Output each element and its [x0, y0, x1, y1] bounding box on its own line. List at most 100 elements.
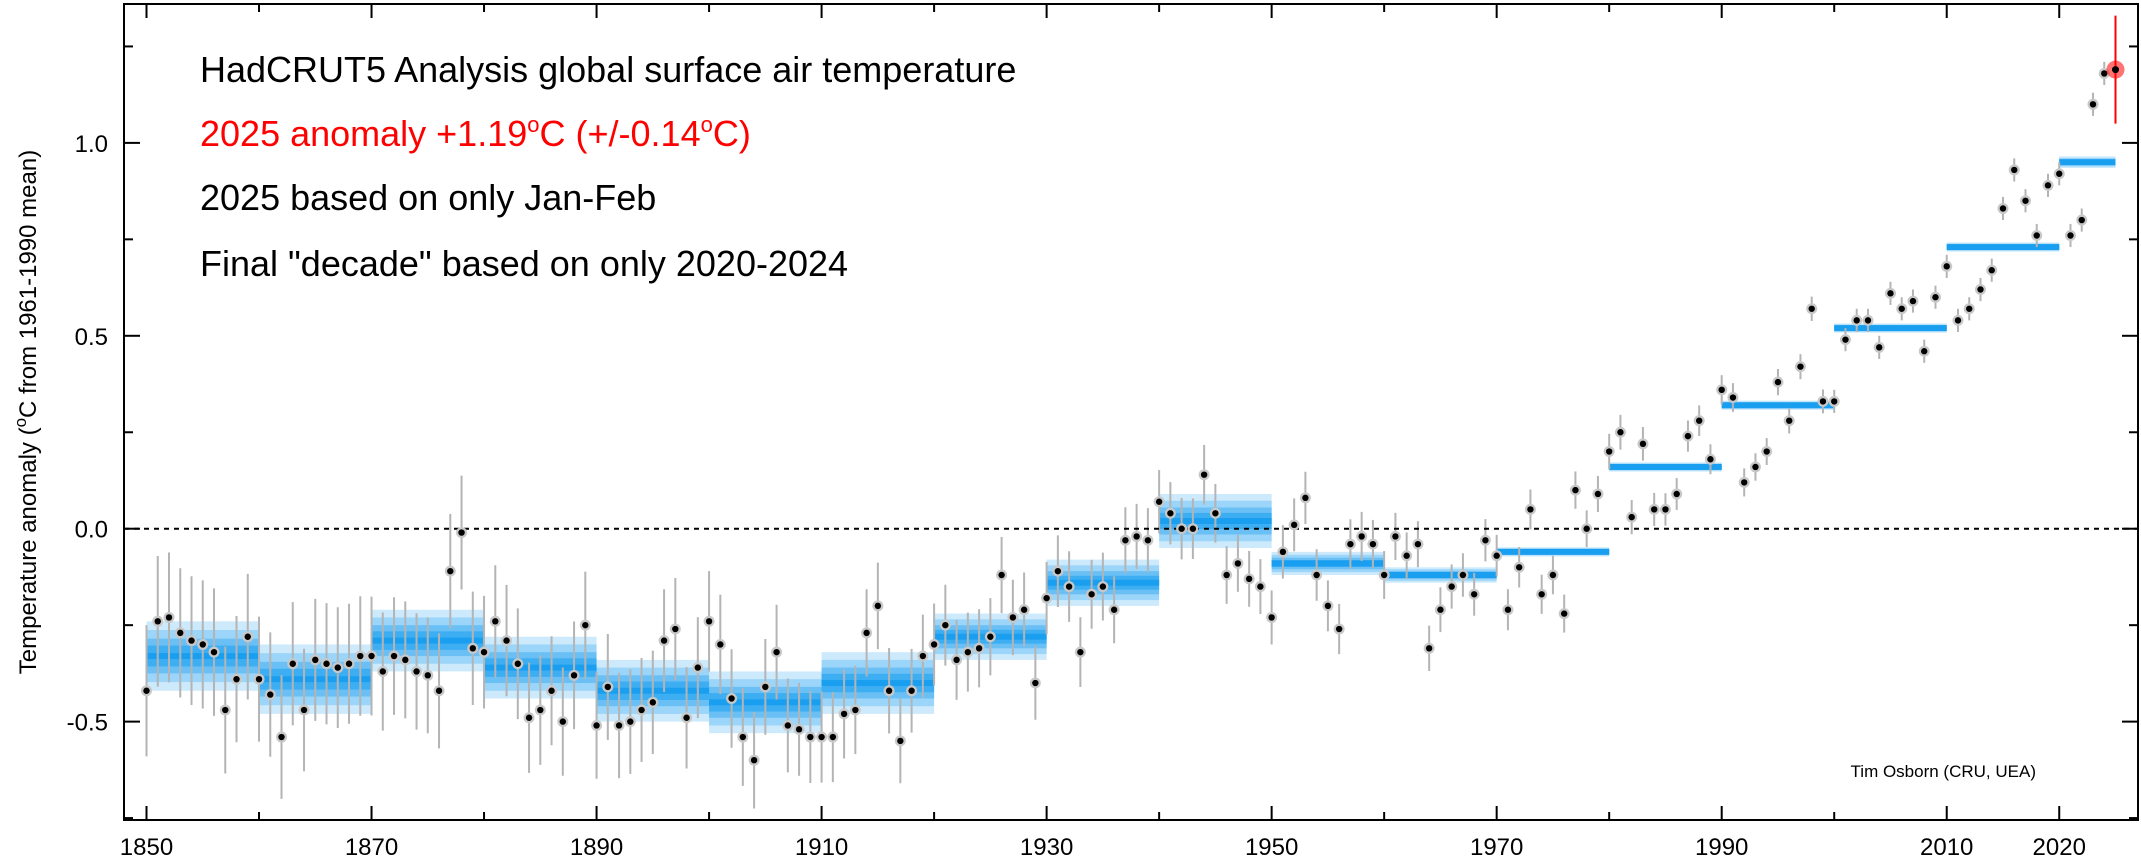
data-point-1917	[897, 737, 904, 745]
data-point-1995	[1774, 378, 1782, 386]
data-point-1885	[537, 706, 544, 714]
x-tick-label-2010: 2010	[1920, 834, 1973, 861]
x-tick-label-1890: 1890	[570, 834, 623, 861]
data-point-2006	[1898, 305, 1905, 312]
decadal-band-2000	[1834, 323, 1947, 333]
data-point-1924	[975, 645, 983, 652]
data-point-1920	[930, 641, 938, 648]
data-point-1994	[1763, 448, 1770, 455]
data-point-1933	[1077, 648, 1084, 656]
data-point-1891	[604, 683, 612, 691]
data-point-1992	[1741, 479, 1748, 486]
data-point-1930	[1043, 594, 1050, 602]
data-point-1948	[1245, 575, 1253, 583]
data-point-1916	[885, 687, 893, 694]
data-point-1947	[1234, 560, 1242, 567]
decadal-band-1950	[1271, 551, 1385, 576]
decadal-mean-line	[1834, 325, 1947, 332]
x-tick-label-2020: 2020	[2033, 834, 2086, 861]
data-point-1979	[1594, 490, 1602, 498]
data-point-2005	[1887, 290, 1894, 297]
data-point-1858	[233, 675, 240, 683]
x-tick-label-1970: 1970	[1470, 834, 1523, 861]
data-point-1993	[1752, 463, 1759, 471]
x-tick-label-1910: 1910	[795, 834, 848, 861]
axis-ticks: 1850 1870 1890 1910 1930 1950 1970 1990 2010 2020…	[67, 4, 2138, 861]
data-point-1974	[1538, 591, 1545, 598]
data-point-1932	[1065, 583, 1073, 590]
credit-text: Tim Osborn (CRU, UEA)	[1851, 762, 2036, 781]
data-point-2013	[1977, 286, 1984, 293]
data-point-1857	[222, 706, 229, 714]
data-point-1905	[762, 683, 769, 691]
data-point-1959	[1369, 540, 1377, 548]
data-point-2009	[1932, 294, 1939, 301]
data-point-2007	[1909, 297, 1917, 305]
y-tick-label-0.5: 0.5	[75, 324, 108, 351]
data-point-1989	[1707, 456, 1714, 463]
data-point-1876	[435, 687, 443, 694]
data-point-2003	[1864, 317, 1872, 324]
data-point-1925	[987, 633, 994, 640]
decadal-band-2020	[2059, 156, 2116, 168]
data-point-1903	[739, 733, 747, 741]
data-point-1997	[1797, 363, 1804, 370]
decadal-mean-line	[821, 680, 935, 687]
data-point-1977	[1572, 486, 1579, 494]
data-point-1850	[143, 687, 150, 694]
data-point-1942	[1178, 525, 1185, 532]
data-point-1870	[368, 652, 375, 660]
data-point-1882	[503, 637, 510, 644]
data-point-1877	[447, 567, 454, 575]
data-point-1919	[919, 652, 927, 660]
data-point-1851	[154, 618, 161, 625]
data-point-1950	[1268, 614, 1275, 621]
decadal-mean-line	[1721, 402, 1835, 409]
data-point-1963	[1414, 540, 1422, 548]
data-point-1896	[660, 637, 668, 644]
data-point-1853	[177, 629, 184, 637]
data-point-1855	[199, 641, 206, 648]
data-point-1968	[1470, 591, 1478, 598]
data-point-1937	[1122, 537, 1129, 544]
data-point-1981	[1617, 429, 1624, 436]
data-point-1931	[1054, 567, 1062, 575]
data-point-1895	[649, 699, 657, 706]
data-point-1978	[1583, 525, 1590, 532]
basis-note: 2025 based on only Jan-Feb	[200, 177, 656, 218]
data-point-1954	[1313, 571, 1320, 579]
decadal-band-1960	[1384, 567, 1497, 583]
data-point-2014	[1988, 267, 1995, 274]
y-axis-label-pre: Temperature anomaly (	[15, 427, 42, 674]
data-point-1852	[165, 614, 173, 621]
data-point-1929	[1032, 679, 1039, 687]
anomaly-annotation: 2025 anomaly +1.19oC (+/-0.14oC)	[200, 112, 751, 154]
data-point-1973	[1527, 506, 1534, 513]
data-point-1970	[1493, 552, 1500, 559]
x-tick-label-1990: 1990	[1695, 834, 1748, 861]
data-point-2017	[2022, 197, 2029, 204]
data-point-1980	[1605, 448, 1613, 455]
data-point-1869	[357, 652, 364, 660]
data-point-1886	[548, 687, 555, 694]
data-point-1946	[1223, 571, 1230, 579]
data-point-1941	[1167, 510, 1174, 517]
data-point-2010	[1943, 263, 1950, 270]
data-point-1873	[402, 656, 409, 664]
data-point-1904	[750, 756, 758, 764]
decadal-mean-line	[1946, 244, 2060, 251]
data-point-1976	[1560, 610, 1568, 617]
y-axis-label: Temperature anomaly (oC from 1961-1990 m…	[11, 150, 42, 674]
data-point-1988	[1695, 417, 1703, 424]
data-point-1898	[683, 714, 690, 721]
data-point-1875	[424, 672, 431, 679]
annual-error-bars	[145, 61, 2106, 809]
data-point-1927	[1009, 614, 1017, 621]
y-axis-label-degree: o	[11, 418, 30, 427]
data-point-1914	[863, 629, 870, 637]
data-point-2004	[1876, 344, 1883, 351]
data-point-1945	[1212, 510, 1219, 517]
data-point-2024	[2101, 70, 2108, 77]
data-point-1874	[413, 668, 420, 675]
data-point-1881	[492, 618, 499, 625]
